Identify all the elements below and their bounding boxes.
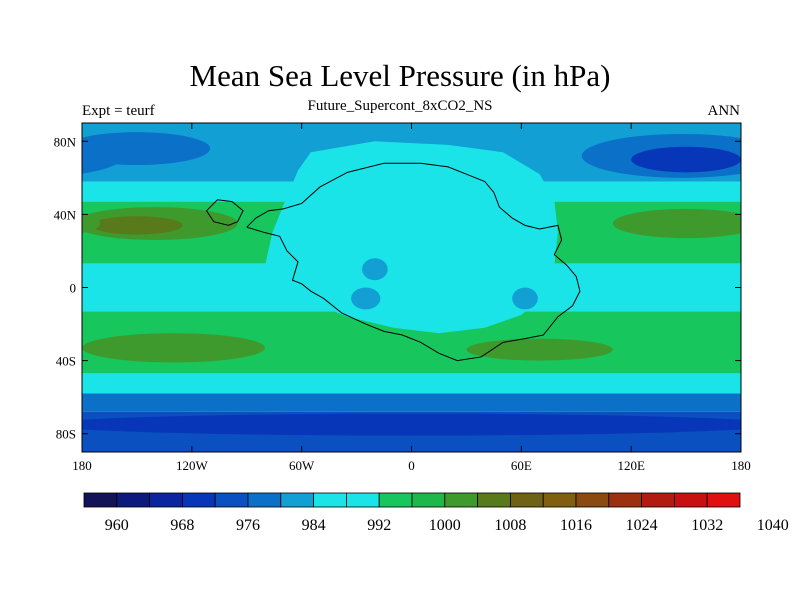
feature-high-ne-wrap (82, 213, 101, 234)
colorbar-box (313, 492, 347, 508)
colorbar-box (477, 492, 511, 508)
colorbar-box (575, 492, 610, 508)
chart-subtitle: Future_Supercont_8xCO2_NS (307, 98, 493, 114)
colorbar-box (214, 492, 249, 508)
x-tick-label: 60E (511, 458, 532, 473)
x-tick-label: 0 (408, 458, 415, 473)
feature-north-low-east-wrap (82, 138, 125, 174)
colorbar-label: 992 (367, 517, 391, 534)
feature-high-sw (82, 333, 266, 363)
colorbar-box (83, 492, 118, 508)
feature-continent-low-2 (351, 287, 381, 310)
colorbar-label: 1016 (560, 517, 592, 534)
pressure-band-5 (82, 373, 741, 394)
feature-continent-low-3 (512, 287, 538, 310)
feature-north-low-east-core (631, 146, 741, 173)
feature-south-low-band (82, 413, 741, 436)
coastline-west (206, 199, 244, 226)
colorbar-box (608, 492, 642, 508)
feature-high-nw-core (91, 216, 183, 235)
feature-high-ne (612, 208, 741, 239)
colorbar-box (280, 492, 314, 508)
colorbar-box (674, 492, 708, 508)
colorbar-label: 1024 (626, 517, 658, 534)
y-tick-label: 40S (56, 354, 76, 369)
y-tick-label: 80S (56, 427, 76, 442)
y-tick-label: 80N (54, 134, 77, 149)
x-tick-label: 180 (731, 458, 751, 473)
colorbar-box (181, 492, 216, 508)
season-label: ANN (707, 103, 741, 119)
y-tick-label: 0 (70, 281, 77, 296)
colorbar-box (706, 492, 741, 508)
colorbar-label: 984 (302, 517, 326, 534)
colorbar-box (444, 492, 478, 508)
x-tick-label: 180 (72, 458, 92, 473)
colorbar-label: 960 (105, 517, 129, 534)
experiment-label: Expt = teurf (82, 103, 155, 119)
y-tick-label: 40N (54, 207, 77, 222)
colorbar-box (247, 492, 282, 508)
colorbar-label: 1032 (691, 517, 723, 534)
colorbar-box (411, 492, 446, 508)
colorbar-box (149, 492, 183, 508)
colorbar-label: 1000 (429, 517, 461, 534)
colorbar-box (542, 492, 577, 508)
feature-south-low-band-wrap (82, 419, 119, 430)
colorbar-label: 1008 (494, 517, 526, 534)
continent-pressure-region (265, 141, 558, 334)
colorbar-box (378, 492, 413, 508)
x-tick-label: 120E (617, 458, 645, 473)
coastline (246, 162, 581, 362)
feature-high-se (466, 338, 613, 361)
colorbar-box (116, 492, 151, 508)
pressure-field (82, 123, 741, 452)
colorbar-box (509, 492, 544, 508)
feature-south-low-band-wrap (704, 419, 741, 430)
feature-continent-low-1 (362, 258, 388, 281)
x-tick-label: 120W (176, 458, 209, 473)
colorbar-label: 1040 (757, 517, 789, 534)
colorbar-label: 968 (170, 517, 194, 534)
colorbar-box (641, 492, 675, 508)
pressure-band-6 (82, 393, 741, 412)
feature-high-nw-wrap (731, 215, 741, 232)
colorbar-box (345, 492, 380, 508)
colorbar-label: 976 (236, 517, 260, 534)
chart-title: Mean Sea Level Pressure (in hPa) (189, 58, 611, 93)
x-tick-label: 60W (289, 458, 315, 473)
